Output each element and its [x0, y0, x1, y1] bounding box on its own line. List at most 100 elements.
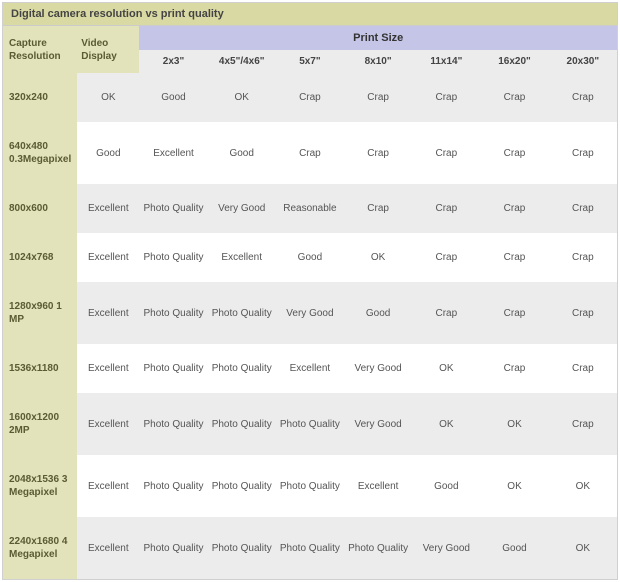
- quality-cell: Reasonable: [276, 184, 344, 233]
- header-print-size: 5x7": [276, 50, 344, 73]
- header-print-size: 4x5"/4x6": [208, 50, 276, 73]
- quality-cell: Crap: [344, 73, 412, 122]
- row-resolution: 1024x768: [3, 233, 77, 282]
- quality-cell: Crap: [276, 122, 344, 184]
- row-resolution: 1280x960 1 MP: [3, 282, 77, 344]
- quality-cell: Crap: [549, 122, 617, 184]
- quality-cell: Crap: [480, 73, 548, 122]
- quality-cell: Good: [208, 122, 276, 184]
- quality-cell: Crap: [412, 184, 480, 233]
- quality-cell: Photo Quality: [139, 393, 207, 455]
- quality-cell: Photo Quality: [276, 455, 344, 517]
- quality-cell: Photo Quality: [139, 184, 207, 233]
- quality-cell: Very Good: [208, 184, 276, 233]
- quality-cell: Crap: [276, 73, 344, 122]
- quality-cell: Very Good: [344, 344, 412, 393]
- quality-cell: Crap: [480, 233, 548, 282]
- quality-cell: Crap: [344, 184, 412, 233]
- header-print-size-group: Print Size: [139, 26, 617, 50]
- row-resolution: 320x240: [3, 73, 77, 122]
- quality-cell: Crap: [412, 282, 480, 344]
- quality-cell: Crap: [412, 73, 480, 122]
- quality-cell: Photo Quality: [276, 393, 344, 455]
- table-row: 1024x768ExcellentPhoto QualityExcellentG…: [3, 233, 617, 282]
- quality-cell: OK: [344, 233, 412, 282]
- table-row: 2240x1680 4 MegapixelExcellentPhoto Qual…: [3, 517, 617, 579]
- quality-cell: Excellent: [208, 233, 276, 282]
- row-resolution: 2240x1680 4 Megapixel: [3, 517, 77, 579]
- quality-cell: Photo Quality: [276, 517, 344, 579]
- quality-cell: Very Good: [412, 517, 480, 579]
- quality-cell: Photo Quality: [208, 393, 276, 455]
- quality-cell: OK: [412, 344, 480, 393]
- quality-cell: Crap: [549, 282, 617, 344]
- header-print-size: 11x14": [412, 50, 480, 73]
- quality-cell: Excellent: [77, 184, 139, 233]
- table-row: 320x240OKGoodOKCrapCrapCrapCrapCrap: [3, 73, 617, 122]
- quality-cell: Excellent: [77, 393, 139, 455]
- quality-cell: Crap: [480, 282, 548, 344]
- quality-cell: OK: [549, 517, 617, 579]
- header-print-size: 8x10": [344, 50, 412, 73]
- table-container: Digital camera resolution vs print quali…: [2, 2, 618, 580]
- table-row: 640x480 0.3MegapixelGoodExcellentGoodCra…: [3, 122, 617, 184]
- header-capture-resolution: Capture Resolution: [3, 26, 77, 73]
- header-print-size: 16x20": [480, 50, 548, 73]
- quality-cell: Excellent: [77, 282, 139, 344]
- quality-cell: Photo Quality: [139, 282, 207, 344]
- quality-cell: Crap: [549, 344, 617, 393]
- quality-cell: Crap: [549, 393, 617, 455]
- quality-cell: Photo Quality: [344, 517, 412, 579]
- header-print-size: 20x30": [549, 50, 617, 73]
- quality-cell: Excellent: [77, 344, 139, 393]
- quality-cell: Good: [344, 282, 412, 344]
- quality-cell: Excellent: [139, 122, 207, 184]
- quality-cell: Crap: [549, 233, 617, 282]
- resolution-table: Capture Resolution Video Display Print S…: [3, 26, 617, 579]
- quality-cell: Excellent: [344, 455, 412, 517]
- quality-cell: OK: [412, 393, 480, 455]
- quality-cell: Excellent: [276, 344, 344, 393]
- quality-cell: Photo Quality: [208, 517, 276, 579]
- quality-cell: Photo Quality: [139, 233, 207, 282]
- row-resolution: 800x600: [3, 184, 77, 233]
- quality-cell: Very Good: [276, 282, 344, 344]
- quality-cell: Photo Quality: [208, 282, 276, 344]
- table-row: 2048x1536 3 MegapixelExcellentPhoto Qual…: [3, 455, 617, 517]
- quality-cell: Good: [480, 517, 548, 579]
- quality-cell: Good: [412, 455, 480, 517]
- quality-cell: Crap: [480, 344, 548, 393]
- row-resolution: 640x480 0.3Megapixel: [3, 122, 77, 184]
- header-print-size: 2x3": [139, 50, 207, 73]
- quality-cell: OK: [480, 393, 548, 455]
- quality-cell: Crap: [344, 122, 412, 184]
- table-row: 800x600ExcellentPhoto QualityVery GoodRe…: [3, 184, 617, 233]
- quality-cell: OK: [77, 73, 139, 122]
- quality-cell: Photo Quality: [139, 517, 207, 579]
- quality-cell: Good: [276, 233, 344, 282]
- table-row: 1536x1180ExcellentPhoto QualityPhoto Qua…: [3, 344, 617, 393]
- quality-cell: Good: [139, 73, 207, 122]
- quality-cell: Excellent: [77, 233, 139, 282]
- row-resolution: 1536x1180: [3, 344, 77, 393]
- quality-cell: Crap: [549, 184, 617, 233]
- quality-cell: Crap: [412, 122, 480, 184]
- quality-cell: Excellent: [77, 517, 139, 579]
- quality-cell: Very Good: [344, 393, 412, 455]
- quality-cell: Photo Quality: [139, 344, 207, 393]
- quality-cell: Photo Quality: [139, 455, 207, 517]
- quality-cell: Photo Quality: [208, 455, 276, 517]
- quality-cell: Crap: [480, 122, 548, 184]
- table-title: Digital camera resolution vs print quali…: [3, 3, 617, 26]
- quality-cell: Crap: [480, 184, 548, 233]
- quality-cell: Crap: [412, 233, 480, 282]
- quality-cell: OK: [480, 455, 548, 517]
- header-video-display: Video Display: [77, 26, 139, 73]
- row-resolution: 1600x1200 2MP: [3, 393, 77, 455]
- quality-cell: Crap: [549, 73, 617, 122]
- row-resolution: 2048x1536 3 Megapixel: [3, 455, 77, 517]
- quality-cell: Photo Quality: [208, 344, 276, 393]
- table-row: 1280x960 1 MPExcellentPhoto QualityPhoto…: [3, 282, 617, 344]
- quality-cell: OK: [549, 455, 617, 517]
- quality-cell: OK: [208, 73, 276, 122]
